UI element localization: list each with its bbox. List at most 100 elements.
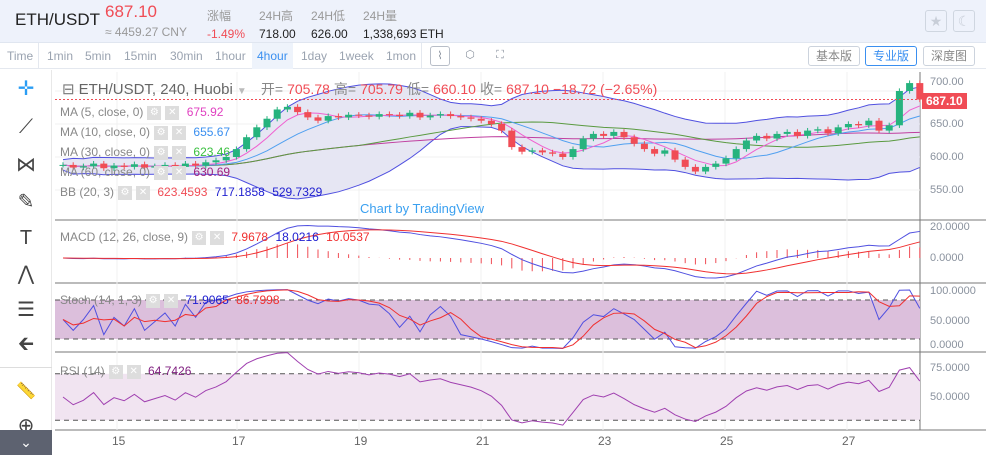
close-icon[interactable]: ✕ [164,293,179,308]
candle-body [875,120,883,131]
depth-chart-button[interactable]: 深度图 [923,46,976,66]
gear-icon[interactable]: ⚙ [154,125,169,140]
tf-1hour[interactable]: 1hour [215,49,246,63]
high-value: 705.79 [360,81,403,97]
ma30-label: MA (30, close, 0) [60,145,151,159]
macd-label: MACD (12, 26, close, 9) [60,230,189,244]
bb-label: BB (20, 3) [60,185,115,199]
candle-body [406,112,414,117]
candle-body [589,133,597,139]
last-price-tag: 687.10 [922,93,967,109]
candle-body [691,166,699,172]
settings-icon[interactable]: ⬡ [465,49,475,61]
rsi-band [55,373,920,421]
gear-icon[interactable]: ⚙ [108,364,123,379]
candle-body [895,91,903,126]
close-icon[interactable]: ✕ [126,364,141,379]
chart-title-row: ⊟ ETH/USDT, 240, Huobi ▼ 开= 705.78 高= 705.79 低… [62,80,665,101]
candle-body [885,125,893,131]
gear-icon[interactable]: ⚙ [154,165,169,180]
candle-body [569,149,577,157]
date-tick: 17 [232,434,246,448]
stoch-d-value: 86.7998 [236,293,280,307]
candle-body [538,150,546,153]
candle-body [753,135,761,141]
gear-icon[interactable]: ⚙ [146,293,161,308]
gear-icon[interactable]: ⚙ [192,230,207,245]
text-icon[interactable]: T [19,227,33,249]
candle-body [90,163,98,167]
ma10-value: 655.67 [193,125,231,139]
candle-body [783,131,791,134]
candle-body [79,166,87,168]
collapse-legend-icon[interactable]: ⊟ [62,81,75,98]
candle-body [161,164,169,167]
candle-body [681,159,689,167]
tf-1day[interactable]: 1day [301,49,328,63]
close-icon[interactable]: ✕ [172,165,187,180]
brush-icon[interactable]: ✎ [17,191,35,213]
star-icon[interactable]: ★ [925,10,947,32]
candle-body [130,164,138,167]
tf-4hour[interactable]: 4hour [252,43,293,69]
collapse-toolbar-button[interactable]: ⌄ [0,430,52,455]
gear-icon[interactable]: ⚙ [154,145,169,160]
macd-tick: 20.0000 [930,221,970,233]
fib-icon[interactable]: ⋈ [16,154,36,176]
candle-body [365,115,373,117]
rsi-tick: 50.0000 [930,391,970,403]
close-icon[interactable]: ✕ [172,125,187,140]
close-icon[interactable]: ✕ [165,105,180,120]
candle-body [110,165,118,169]
pro-view-button[interactable]: 专业版 [865,46,918,66]
gear-icon[interactable]: ⚙ [118,185,133,200]
change-value: −18.72 (−2.65%) [552,81,658,97]
candle-body [375,114,383,117]
crosshair-icon[interactable]: ✛ [17,78,35,100]
candle-body [426,115,434,118]
candle-body [334,116,342,118]
chart-title: ETH/USDT, 240, Huobi [78,81,233,98]
measure-lines-icon[interactable]: ☰ [17,299,35,321]
tf-1min[interactable]: 1min [47,49,74,63]
moon-icon[interactable]: ☾ [953,10,975,32]
candle-body [120,165,128,167]
tf-time[interactable]: Time [2,43,40,69]
chevron-down-icon[interactable]: ▼ [236,86,247,97]
date-tick: 19 [354,434,368,448]
close-icon[interactable]: ✕ [210,230,225,245]
close-icon[interactable]: ✕ [172,145,187,160]
basic-view-button[interactable]: 基本版 [808,46,861,66]
tf-1mon[interactable]: 1mon [381,43,423,69]
close-value: 687.10 [506,81,549,97]
trend-line-icon[interactable]: ⟋ [19,116,33,138]
candle-body [549,152,557,154]
ma30-value: 623.46 [193,145,231,159]
tf-1week[interactable]: 1week [339,49,374,63]
tf-15min[interactable]: 15min [124,49,157,63]
macd-hist-value: 7.9678 [231,230,269,244]
chart-type-icon[interactable]: ⌇ [430,46,450,66]
legend-stoch: Stoch (14, 1, 3) ⚙ ✕ 71.9065 86.7998 [60,292,284,308]
candle-body [773,133,781,139]
tf-5min[interactable]: 5min [85,49,112,63]
candle-body [722,158,730,164]
candle-body [793,131,801,136]
tf-30min[interactable]: 30min [170,49,203,63]
tradingview-watermark[interactable]: Chart by TradingView [360,201,485,216]
ruler-icon[interactable]: 📏 [16,383,36,400]
candle-body [651,149,659,154]
gear-icon[interactable]: ⚙ [147,105,162,120]
back-arrow-icon[interactable]: 🡰 [17,333,35,355]
last-price: 687.10 [105,2,157,21]
fullscreen-icon[interactable]: ⛶ [496,49,504,61]
pattern-icon[interactable]: ⋀ [17,263,35,285]
candle-body [844,124,852,128]
candle-body [487,120,495,124]
macd-line [62,224,920,279]
close-icon[interactable]: ✕ [136,185,151,200]
macd-signal-value: 10.0537 [326,230,370,244]
candle-body [906,83,914,91]
candle-body [814,129,822,131]
